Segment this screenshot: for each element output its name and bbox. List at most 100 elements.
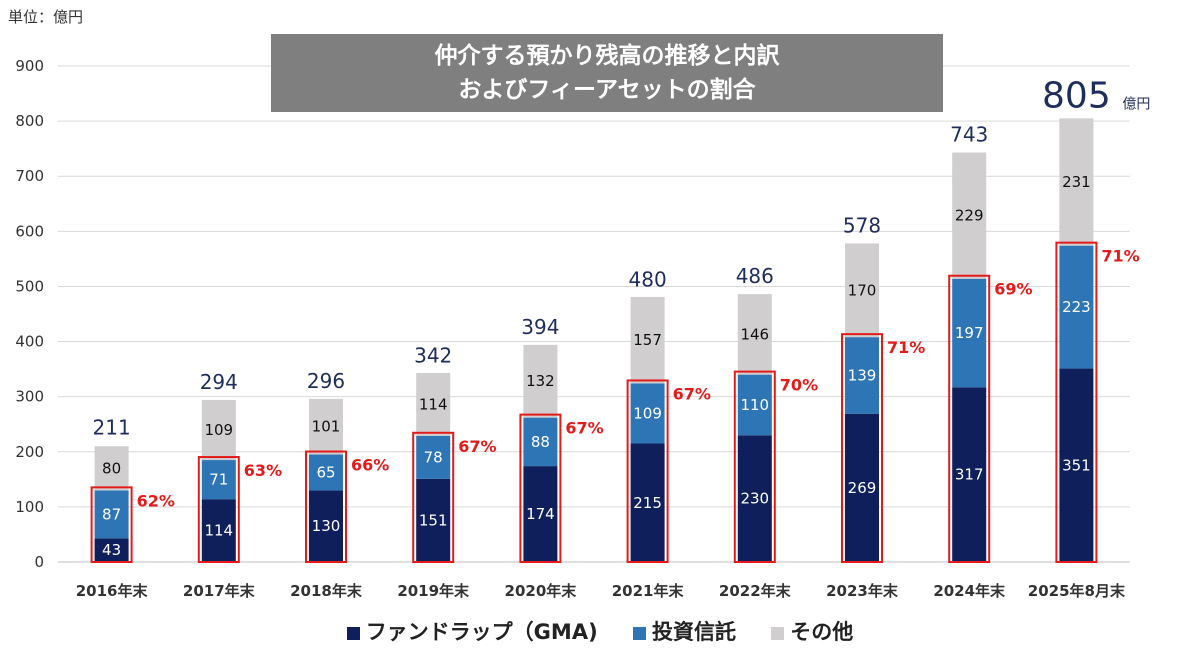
bar-segment [845,243,879,338]
total-label: 743 [950,123,988,147]
bar-value-label: 317 [955,466,984,484]
bar-value-label: 229 [955,207,984,225]
bar-segment [1059,368,1094,562]
bar-value-label: 109 [633,404,662,422]
bar-value-label: 157 [633,331,662,349]
bar-segment [94,538,129,562]
legend-item-gma: ファンドラップ（GMA) [346,616,598,646]
x-tick-label: 2017年末 [183,582,256,600]
legend-swatch-gma [346,626,360,640]
unit-label: 単位：億円 [8,8,84,26]
bar-segment [845,413,879,562]
fee-asset-box [948,274,991,563]
bar-value-label: 114 [204,522,233,540]
bar-segment [952,152,987,279]
bar-segment [737,294,772,375]
bar-segment [416,435,451,479]
bar-value-label: 132 [526,372,555,390]
bar-segment [309,454,343,491]
fee-asset-ratio-label: 69% [994,280,1032,299]
x-tick-label: 2024年末 [933,582,1006,600]
bar-value-label: 197 [955,324,984,342]
bar-segment [630,383,665,444]
y-tick-label: 900 [15,57,44,75]
legend-swatch-other [771,626,785,640]
chart-legend: ファンドラップ（GMA) 投資信託 その他 [0,616,1200,646]
bar-segment [1059,118,1094,246]
x-tick-label: 2025年8月末 [1028,582,1126,600]
bar-value-label: 71 [209,471,228,489]
x-tick-label: 2021年末 [612,582,685,600]
bar-value-label: 231 [1062,173,1091,191]
total-label: 211 [93,416,131,440]
total-label: 342 [414,344,452,368]
bar-segment [952,387,987,562]
bar-segment [630,443,665,562]
fee-asset-ratio-label: 67% [458,437,496,456]
bar-segment [845,337,879,414]
y-tick-label: 800 [15,112,44,130]
fee-asset-ratio-label: 70% [780,376,818,395]
bar-value-label: 80 [102,459,121,477]
fee-asset-box [626,379,669,563]
legend-swatch-trust [632,626,646,640]
bar-value-label: 215 [633,494,662,512]
legend-label-other: その他 [790,620,854,644]
fee-asset-ratio-label: 62% [137,491,175,510]
bar-value-label: 101 [312,418,341,436]
chart-title-line-2: およびフィーアセットの割合 [458,77,756,103]
y-tick-label: 600 [15,222,44,240]
bar-value-label: 170 [848,281,877,299]
bar-segment [94,446,129,491]
total-unit-label: 億円 [1122,96,1150,112]
legend-item-trust: 投資信託 [632,616,736,646]
total-label: 480 [629,267,667,291]
fee-asset-ratio-label: 67% [565,419,603,438]
bar-value-label: 230 [740,490,769,508]
total-label: 394 [521,315,559,339]
fee-asset-ratio-label: 71% [887,338,925,357]
bar-segment [523,417,558,467]
bar-segment [94,490,129,539]
bar-segment [309,398,343,455]
x-tick-label: 2020年末 [505,582,578,600]
legend-item-other: その他 [771,616,853,646]
x-tick-label: 2023年末 [826,582,899,600]
chart-title: 仲介する預かり残高の推移と内訳 およびフィーアセットの割合 [271,34,943,112]
bar-value-label: 351 [1062,456,1091,474]
y-tick-label: 100 [15,498,44,516]
bar-value-label: 174 [526,505,555,523]
bar-value-label: 139 [848,366,877,384]
fee-asset-box [841,333,883,563]
legend-label-trust: 投資信託 [651,620,736,644]
bar-segment [523,466,558,562]
total-label: 805 [1042,75,1111,116]
bar-segment [1059,245,1094,369]
bar-value-label: 146 [740,325,769,343]
bar-value-label: 110 [740,396,769,414]
bar-value-label: 223 [1062,298,1091,316]
bar-segment [737,435,772,562]
bar-value-label: 88 [531,433,550,451]
total-label: 296 [307,369,345,393]
x-tick-label: 2022年末 [719,582,792,600]
total-label: 578 [843,213,881,237]
bar-segment [737,374,772,436]
bar-segment [416,372,451,436]
fee-asset-box [305,450,347,563]
bar-segment [309,490,343,562]
bar-value-label: 151 [419,511,448,529]
bar-segment [952,278,987,388]
x-tick-label: 2016年末 [76,582,149,600]
fee-asset-box [1055,241,1098,563]
y-tick-label: 700 [15,167,44,185]
bar-value-label: 87 [102,505,121,523]
fee-asset-ratio-label: 63% [244,461,282,480]
total-label: 486 [736,264,774,288]
bar-value-label: 269 [848,479,877,497]
bar-segment [523,344,558,418]
fee-asset-box [90,486,133,564]
x-tick-label: 2019年末 [397,582,470,600]
fee-asset-box [733,370,776,563]
